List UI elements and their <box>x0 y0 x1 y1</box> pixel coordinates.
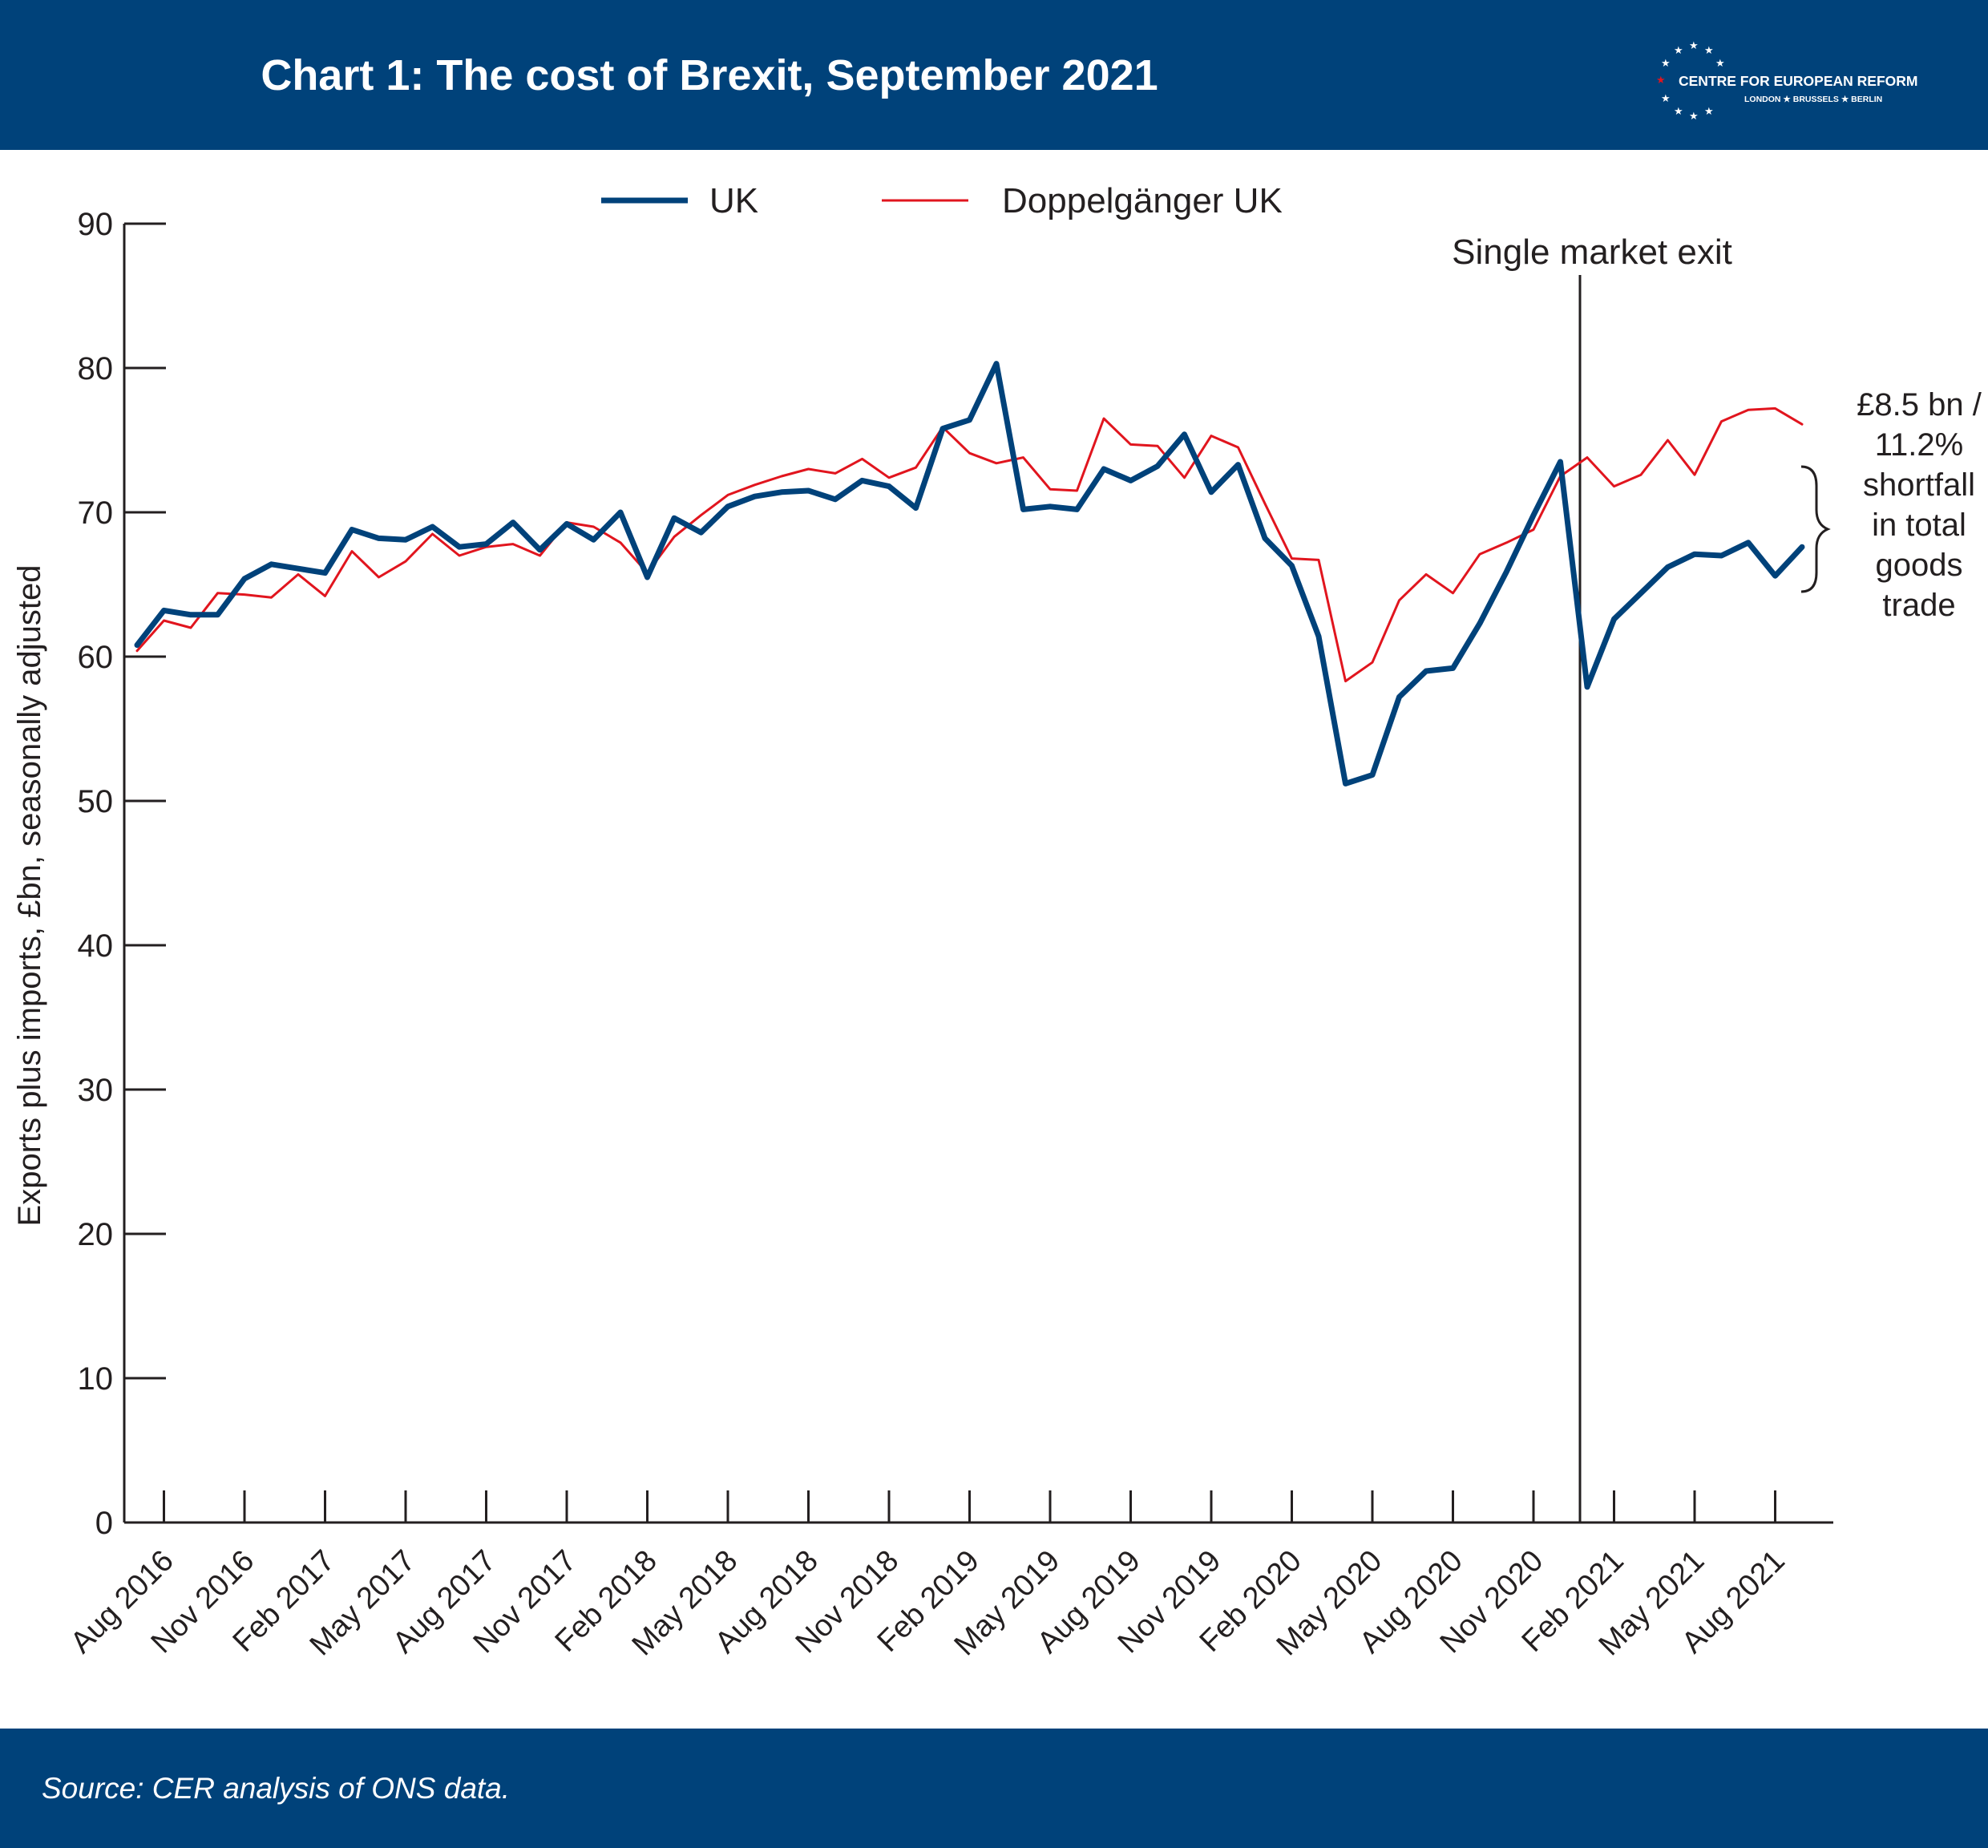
y-tick-label: 20 <box>78 1217 114 1252</box>
source-note: Source: CER analysis of ONS data. <box>42 1771 511 1805</box>
logo-star-icon: ★ <box>1661 92 1671 104</box>
shortfall-annotation-line: £8.5 bn / <box>1857 387 1982 423</box>
logo-cities: LONDON ★ BRUSSELS ★ BERLIN <box>1744 95 1883 104</box>
legend-doppelganger-label: Doppelgänger UK <box>1002 181 1283 220</box>
logo-name: CENTRE FOR EUROPEAN REFORM <box>1679 73 1918 89</box>
y-axis-label: Exports plus imports, £bn, seasonally ad… <box>12 565 47 1227</box>
doppelganger-series-line <box>135 406 1804 683</box>
uk-series-line <box>134 361 1805 787</box>
logo-star-icon: ★ <box>1704 44 1714 56</box>
shortfall-annotation-line: shortfall <box>1863 467 1975 503</box>
y-tick-label: 30 <box>78 1073 114 1108</box>
logo-star-icon: ★ <box>1689 39 1699 51</box>
y-tick-label: 50 <box>78 784 114 819</box>
title-band: Chart 1: The cost of Brexit, September 2… <box>0 0 1988 150</box>
y-tick-label: 10 <box>78 1361 114 1397</box>
cer-logo: ★ ★ ★ ★ ★ ★ ★ ★ ★ ★ CENTRE FOR EUROPEAN … <box>1651 40 1956 128</box>
y-tick-label: 90 <box>78 207 114 242</box>
shortfall-annotation-line: 11.2% <box>1875 427 1963 463</box>
y-tick-label: 40 <box>78 928 114 964</box>
logo-star-icon: ★ <box>1674 105 1683 117</box>
shortfall-annotation-line: in total <box>1872 507 1966 543</box>
legend-uk-label: UK <box>709 181 758 220</box>
y-tick-label: 60 <box>78 640 114 675</box>
logo-star-icon: ★ <box>1715 57 1725 69</box>
shortfall-annotation-line: goods <box>1876 548 1963 583</box>
logo-star-icon: ★ <box>1661 57 1671 69</box>
logo-star-icon: ★ <box>1704 105 1714 117</box>
y-tick-label: 0 <box>95 1506 113 1541</box>
shortfall-annotation-line: trade <box>1882 588 1955 623</box>
single-market-exit-label: Single market exit <box>1452 233 1732 272</box>
logo-red-star-icon: ★ <box>1656 74 1666 86</box>
y-tick-label: 80 <box>78 351 114 386</box>
page-title: Chart 1: The cost of Brexit, September 2… <box>261 51 1158 99</box>
shortfall-brace-icon <box>1800 465 1831 593</box>
footer-band: Source: CER analysis of ONS data. <box>0 1729 1988 1848</box>
logo-star-icon: ★ <box>1674 44 1683 56</box>
logo-star-icon: ★ <box>1689 110 1699 122</box>
y-tick-label: 70 <box>78 495 114 531</box>
